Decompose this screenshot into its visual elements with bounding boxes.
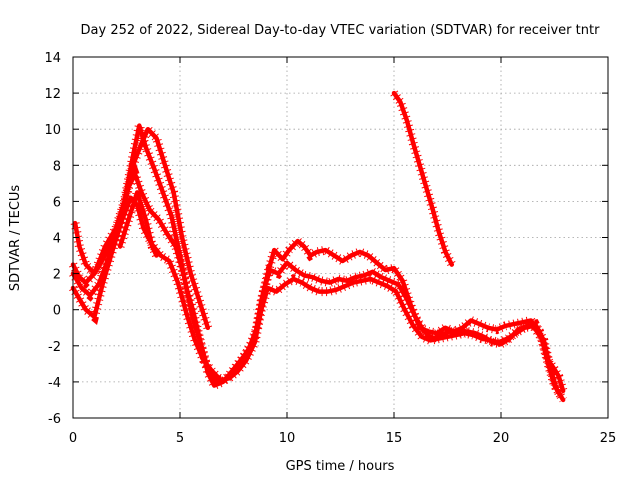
x-tick-label: 25 (600, 431, 617, 446)
x-axis-label: GPS time / hours (286, 459, 395, 474)
x-tick-label: 15 (386, 431, 403, 446)
grid (73, 57, 608, 418)
y-axis-label: SDTVAR / TECUs (8, 185, 23, 292)
y-tick-label: 2 (53, 268, 61, 283)
x-tick-label: 5 (176, 431, 184, 446)
x-tick-label: 20 (493, 431, 510, 446)
y-tick-label: 6 (53, 195, 61, 210)
series-track-1-markers (68, 124, 568, 393)
x-tick-label: 10 (279, 431, 296, 446)
y-tick-label: 12 (44, 87, 61, 102)
y-tick-label: -4 (48, 376, 61, 391)
series-track-6 (391, 90, 455, 267)
chart-title: Day 252 of 2022, Sidereal Day-to-day VTE… (81, 23, 601, 38)
y-tick-label: -6 (48, 412, 61, 427)
y-tick-label: 14 (44, 51, 61, 66)
tick-labels: 0 5 10 15 20 25 -6 -4 -2 0 2 4 6 8 10 12 14 (44, 51, 616, 446)
y-tick-label: 8 (53, 159, 61, 174)
series-track-2-markers (69, 162, 567, 403)
y-tick-label: 0 (53, 304, 61, 319)
y-tick-label: -2 (48, 340, 61, 355)
y-tick-label: 10 (44, 123, 61, 138)
series-track-5 (117, 190, 159, 258)
series-track-1 (70, 123, 566, 394)
y-tick-label: 4 (53, 232, 61, 247)
x-tick-label: 0 (69, 431, 77, 446)
series-layer (68, 90, 568, 403)
series-track-4-markers (70, 121, 213, 330)
